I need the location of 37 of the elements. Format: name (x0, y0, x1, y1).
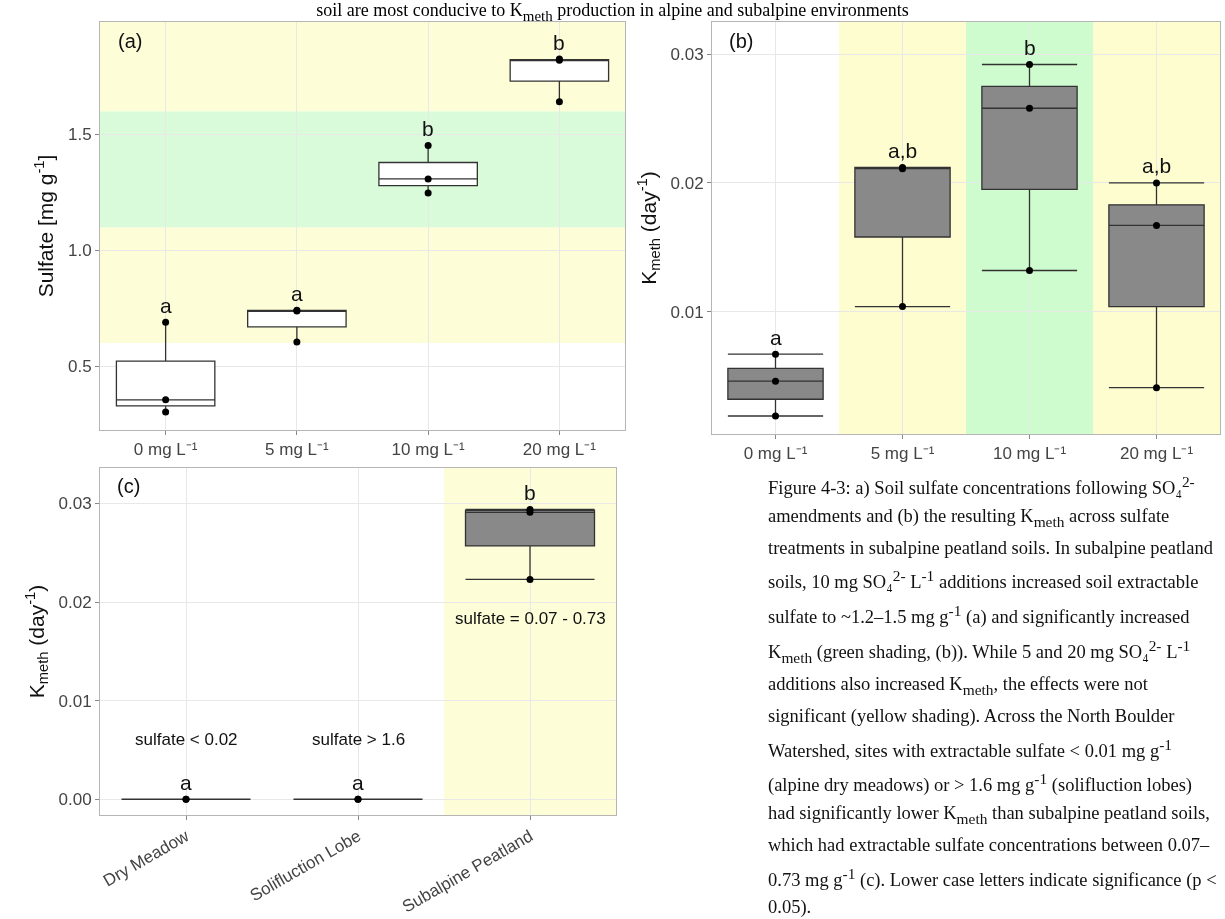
y-tick-label: 0.5 (67, 357, 92, 377)
annotation: b (524, 481, 536, 504)
x-tick-label: 20 mg L⁻¹ (522, 440, 597, 460)
annotation: a (352, 771, 364, 794)
x-tick-label: 0 mg L⁻¹ (133, 440, 198, 460)
annotation: a (180, 771, 192, 794)
text: soil are most conducive to K$_{meth}$ production in alpine and subalpine environments (315, 0, 910, 26)
annotation: sulfate < 0.02 (135, 730, 238, 749)
y-tick-label: 1.0 (67, 241, 92, 261)
annotation: a,b (1142, 154, 1172, 177)
x-tick-label: 0 mg L⁻¹ (743, 444, 808, 464)
y-tick-label: 0.01 (670, 302, 704, 322)
x-tick-label: 10 mg L⁻¹ (992, 444, 1067, 464)
x-tick-label: 5 mg L⁻¹ (265, 440, 330, 460)
x-tick-label: 20 mg L⁻¹ (1119, 444, 1194, 464)
annotation: a,b (888, 139, 918, 162)
y-tick-label: 0.03 (58, 494, 92, 514)
y-tick-label: 0.02 (58, 593, 92, 613)
y-tick-label: 0.02 (670, 173, 704, 193)
annotation: (c) (117, 475, 141, 497)
annotation: (b) (729, 30, 754, 52)
annotation: b (1024, 36, 1036, 59)
annotation: a (291, 282, 303, 305)
y-tick-label: 0.03 (670, 45, 704, 65)
x-tick-label: 5 mg L⁻¹ (870, 444, 935, 464)
x-tick-label: 10 mg L⁻¹ (391, 440, 466, 460)
annotation: a (770, 326, 782, 349)
y-tick-label: 1.5 (67, 125, 92, 145)
y-tick-label: 0.01 (58, 691, 92, 711)
annotation: b (422, 117, 434, 140)
annotation: a (160, 294, 172, 317)
annotation: b (553, 31, 565, 54)
annotation: sulfate > 1.6 (312, 730, 406, 749)
annotation: (a) (118, 30, 143, 52)
y-tick-label: 0.00 (58, 790, 92, 810)
annotation: sulfate = 0.07 - 0.73 (455, 609, 606, 628)
text: Figure 4-3: a) Soil sulfate concentrations following SO₄$^{2-}$ amendments and (b) the resulting K$_{meth}$ across sulfate treatments in subalpine peatland soils. In subalpine peatland soils, 10 mg SO₄$^{2-}$ L$^{-1}$ additions increased soil extractable sulfate to ~1.2–1.5 mg g$^{-1}$ (a) and significantly increased K$_{meth}$ (green shading, (b)). While 5 and 20 mg SO₄$^{2-}$ L$^{-1}$ additions also increased K$_{meth}$, the effects were not significant (yellow shading). Across the North Boulder Watershed, sites with extractable sulfate < 0.01 mg g$^{-1}$ (alpine dry meadows) or > 1.6 mg g$^{-1}$ (solifluction lobes) had significantly lower K$_{meth}$ than subalpine peatland soils, which had extractable sulfate concentrations between 0.07–0.73 mg g$^{-1}$ (c). Lower case letters indicate significance (p < 0.05). (768, 473, 1217, 918)
